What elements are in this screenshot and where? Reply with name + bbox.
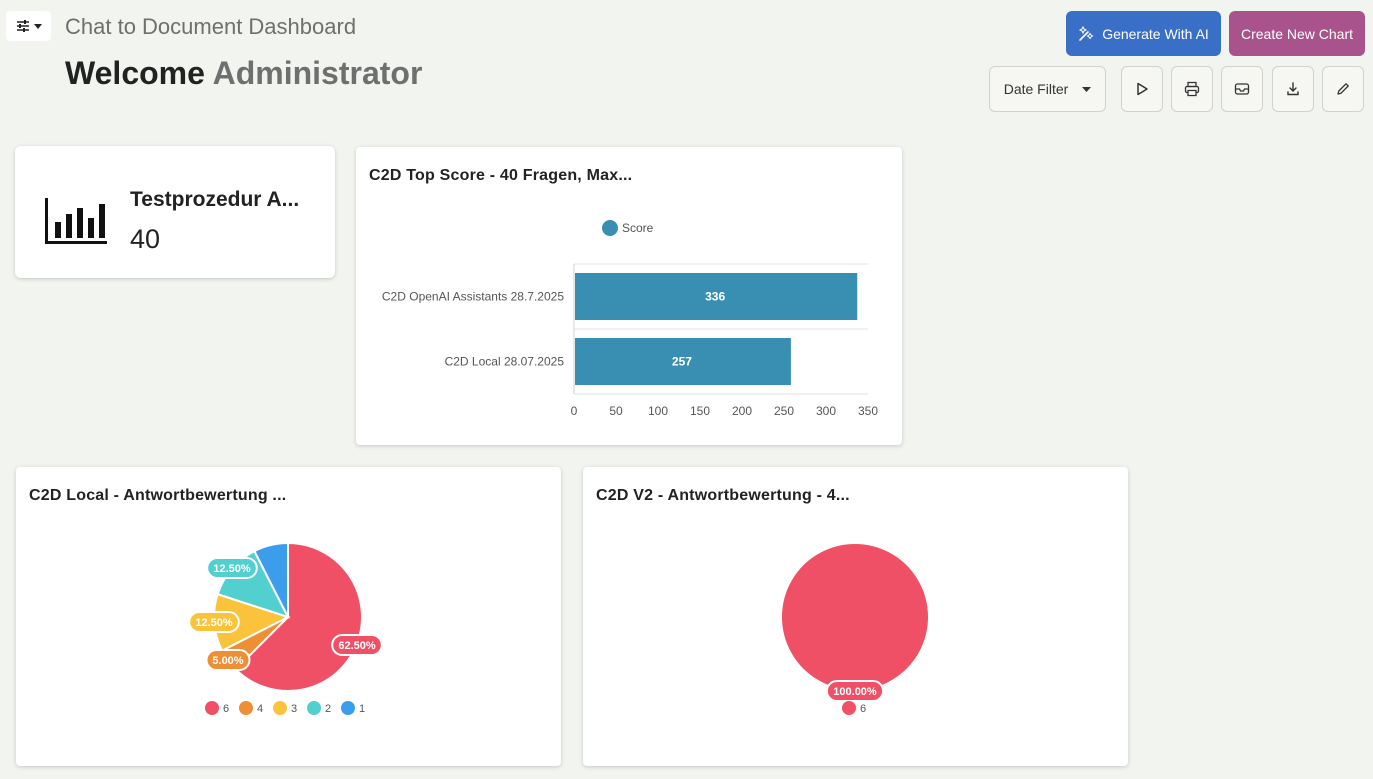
legend-marker (842, 701, 856, 715)
bar-data-label: 336 (705, 290, 725, 304)
data-label: 5.00% (212, 655, 243, 667)
generate-with-ai-label: Generate With AI (1102, 25, 1209, 42)
create-new-chart-button[interactable]: Create New Chart (1229, 11, 1365, 56)
kpi-card (15, 146, 335, 278)
legend-label: 6 (223, 703, 229, 715)
bar-data-label: 257 (672, 355, 692, 369)
x-tick-label: 0 (571, 404, 578, 418)
x-tick-label: 200 (732, 404, 752, 418)
legend-marker (273, 701, 287, 715)
menu-button[interactable] (6, 11, 51, 41)
pencil-icon (1337, 83, 1349, 95)
download-button[interactable] (1272, 66, 1314, 112)
bar-chart-icon (45, 198, 107, 244)
caret-down-icon (1082, 86, 1092, 92)
bar-chart: Score 336 C2D OpenAI Assistants 28.7.2025 2… (382, 220, 878, 418)
x-tick-label: 350 (858, 404, 878, 418)
pie-chart-card-v2: C2D V2 - Antwortbewertung - 4... 100.00%… (583, 467, 1128, 766)
legend-marker (205, 701, 219, 715)
app-title: Chat to Document Dashboard (65, 14, 357, 39)
play-icon (1137, 82, 1148, 96)
create-new-chart-label: Create New Chart (1240, 25, 1354, 42)
printer-icon (1184, 81, 1200, 97)
legend-marker (307, 701, 321, 715)
data-label: 12.50% (195, 617, 233, 629)
x-tick-label: 100 (648, 404, 668, 418)
category-label: C2D Local 28.07.2025 (445, 355, 565, 369)
print-button[interactable] (1171, 66, 1213, 112)
pie-chart-local: 62.50% 5.00% 12.50% 12.50% 6 4 3 2 1 (188, 541, 383, 715)
x-tick-label: 50 (609, 404, 623, 418)
pie-chart-card-local: C2D Local - Antwortbewertung ... 62.50% 5… (16, 467, 561, 766)
legend-marker-score (602, 220, 618, 236)
edit-button[interactable] (1322, 66, 1364, 112)
data-label: 62.50% (338, 640, 376, 652)
kpi-label: Testprozedur A... (130, 188, 300, 211)
data-label: 100.00% (833, 686, 877, 698)
legend-marker (239, 701, 253, 715)
caret-down-icon (33, 23, 42, 29)
pie-slice (253, 541, 289, 618)
welcome-heading: Welcome Administrator (65, 55, 422, 92)
category-label: C2D OpenAI Assistants 28.7.2025 (382, 290, 564, 304)
bar-chart-title: C2D Top Score - 40 Fragen, Max... (369, 167, 633, 184)
play-button[interactable] (1121, 66, 1163, 112)
legend-label: 4 (257, 703, 263, 715)
data-label-badge (188, 611, 240, 633)
data-label-badge (206, 557, 258, 579)
x-tick-label: 150 (690, 404, 710, 418)
bar-chart-card: C2D Top Score - 40 Fragen, Max... Score 3… (356, 147, 902, 445)
legend-marker (341, 701, 355, 715)
bar (575, 338, 791, 385)
legend-label: 6 (860, 703, 866, 715)
pie-chart-v2: 100.00% 6 (780, 542, 930, 715)
data-label-badge (205, 649, 251, 671)
generate-with-ai-button[interactable]: Generate With AI (1066, 11, 1221, 56)
kpi-value: 40 (130, 224, 161, 254)
data-label-badge (825, 680, 885, 702)
date-filter-dropdown[interactable]: Date Filter (989, 66, 1106, 112)
email-button[interactable] (1221, 66, 1263, 112)
legend-label-score: Score (622, 221, 654, 235)
pie-slice (780, 542, 930, 692)
pie-chart-title-v2: C2D V2 - Antwortbewertung - 4... (596, 487, 850, 504)
download-icon (1287, 82, 1299, 96)
data-label: 12.50% (213, 563, 251, 575)
date-filter-label: Date Filter (1003, 81, 1069, 97)
x-tick-label: 250 (774, 404, 794, 418)
user-name: Administrator (212, 55, 423, 91)
mail-icon (1234, 83, 1250, 95)
sliders-icon (16, 20, 29, 32)
legend-label: 2 (325, 703, 331, 715)
legend-label: 1 (359, 703, 365, 715)
welcome-prefix: Welcome (65, 55, 205, 91)
pie-chart-title-local: C2D Local - Antwortbewertung ... (29, 487, 287, 504)
x-tick-label: 300 (816, 404, 836, 418)
legend-label: 3 (291, 703, 297, 715)
data-label-badge (331, 634, 383, 656)
bar (575, 273, 858, 320)
magic-wand-icon (1079, 25, 1094, 41)
